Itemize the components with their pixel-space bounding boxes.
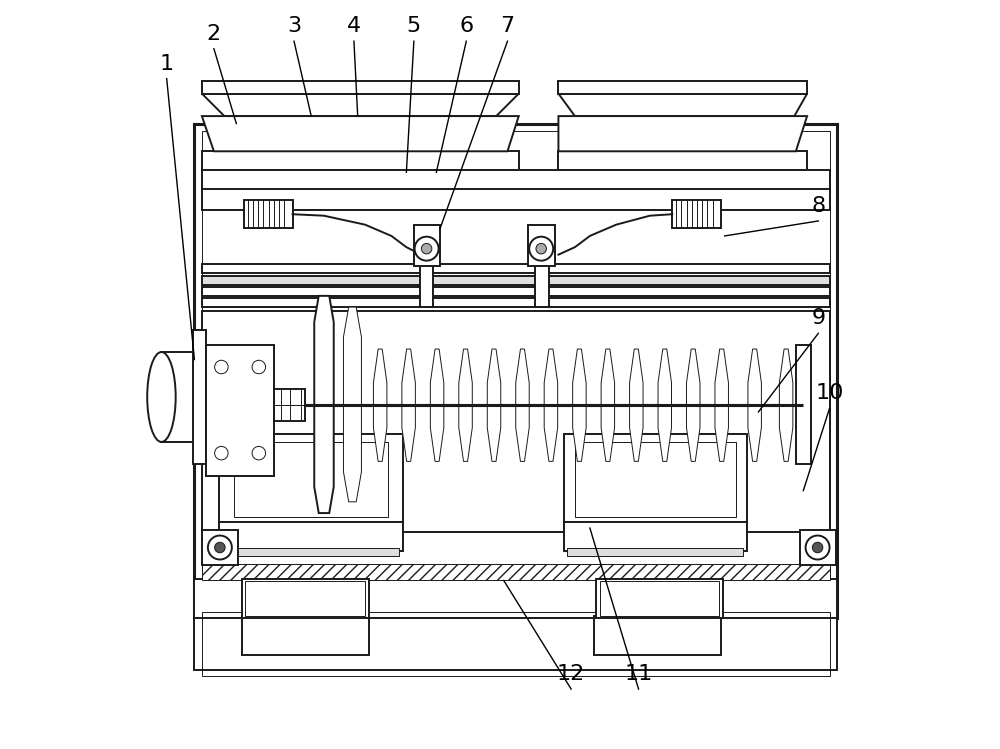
- Bar: [202, 311, 830, 532]
- Bar: [528, 225, 555, 266]
- Bar: [672, 200, 721, 228]
- Polygon shape: [748, 349, 761, 461]
- Bar: [202, 131, 830, 610]
- Bar: [274, 389, 305, 421]
- Bar: [202, 151, 519, 172]
- Polygon shape: [487, 349, 501, 461]
- Text: 7: 7: [500, 16, 515, 36]
- Polygon shape: [402, 349, 415, 461]
- Circle shape: [415, 237, 439, 261]
- Bar: [202, 189, 830, 210]
- Polygon shape: [459, 349, 472, 461]
- Bar: [800, 530, 836, 565]
- Bar: [202, 276, 830, 285]
- Polygon shape: [373, 349, 387, 461]
- Bar: [596, 579, 723, 618]
- Bar: [420, 258, 433, 307]
- Circle shape: [806, 536, 830, 560]
- Bar: [242, 616, 369, 655]
- Bar: [600, 581, 719, 616]
- Bar: [202, 81, 519, 94]
- Polygon shape: [779, 349, 793, 461]
- Bar: [414, 225, 440, 266]
- Bar: [202, 287, 830, 296]
- Polygon shape: [687, 349, 700, 461]
- Bar: [564, 434, 747, 524]
- Polygon shape: [558, 94, 807, 116]
- Text: 6: 6: [459, 16, 473, 36]
- Bar: [194, 579, 837, 618]
- Bar: [234, 442, 388, 517]
- Bar: [219, 522, 403, 551]
- Text: 3: 3: [287, 16, 301, 36]
- Bar: [202, 564, 830, 580]
- Bar: [567, 548, 743, 556]
- Text: 2: 2: [207, 24, 221, 43]
- Bar: [219, 434, 403, 524]
- Circle shape: [421, 243, 432, 254]
- Polygon shape: [314, 296, 334, 513]
- Polygon shape: [343, 307, 361, 502]
- Text: 4: 4: [347, 16, 361, 36]
- Text: 8: 8: [811, 196, 825, 216]
- Text: 12: 12: [557, 664, 585, 684]
- Bar: [594, 616, 721, 655]
- Bar: [202, 170, 830, 191]
- Bar: [202, 564, 830, 580]
- Circle shape: [812, 542, 823, 553]
- Bar: [535, 258, 549, 307]
- Bar: [161, 352, 195, 442]
- Circle shape: [215, 360, 228, 374]
- Text: 10: 10: [815, 383, 844, 403]
- Bar: [202, 298, 830, 307]
- Bar: [223, 548, 399, 556]
- Bar: [245, 581, 365, 616]
- Circle shape: [215, 446, 228, 460]
- Bar: [558, 81, 807, 94]
- Bar: [564, 522, 747, 551]
- Polygon shape: [202, 94, 519, 116]
- Polygon shape: [202, 116, 519, 151]
- Text: 1: 1: [160, 54, 174, 73]
- Circle shape: [252, 446, 266, 460]
- Text: 5: 5: [407, 16, 421, 36]
- Circle shape: [215, 542, 225, 553]
- Bar: [202, 264, 830, 273]
- Ellipse shape: [147, 352, 176, 442]
- Bar: [575, 442, 736, 517]
- Bar: [242, 579, 369, 618]
- Bar: [202, 612, 830, 676]
- Text: 11: 11: [624, 664, 653, 684]
- Bar: [244, 200, 293, 228]
- Polygon shape: [573, 349, 586, 461]
- Bar: [206, 345, 274, 476]
- Bar: [194, 616, 837, 670]
- Polygon shape: [516, 349, 529, 461]
- Polygon shape: [558, 116, 807, 151]
- Bar: [193, 330, 206, 464]
- Circle shape: [529, 237, 553, 261]
- Circle shape: [536, 243, 546, 254]
- Bar: [796, 345, 811, 464]
- Circle shape: [252, 360, 266, 374]
- Bar: [194, 124, 837, 618]
- Circle shape: [208, 536, 232, 560]
- Polygon shape: [715, 349, 728, 461]
- Polygon shape: [630, 349, 643, 461]
- Polygon shape: [544, 349, 558, 461]
- Text: 9: 9: [811, 309, 825, 328]
- Polygon shape: [430, 349, 444, 461]
- Polygon shape: [658, 349, 672, 461]
- Polygon shape: [601, 349, 615, 461]
- Bar: [558, 151, 807, 172]
- Bar: [202, 530, 238, 565]
